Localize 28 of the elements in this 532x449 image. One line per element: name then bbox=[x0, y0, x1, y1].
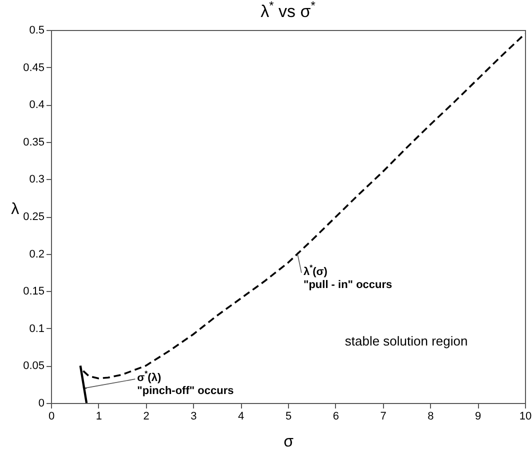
x-tick-label: 3 bbox=[190, 410, 197, 422]
y-tick-label: 0.1 bbox=[29, 322, 44, 335]
chart-title: λ$^{*}$ vs σ$^{*}$ bbox=[260, 0, 316, 21]
x-tick-label: 10 bbox=[519, 410, 532, 422]
y-axis-title: λ bbox=[11, 201, 20, 218]
x-tick-label: 4 bbox=[238, 410, 244, 422]
y-tick-label: 0.15 bbox=[23, 286, 44, 298]
x-tick-label: 5 bbox=[285, 410, 292, 422]
y-tick-label: 0.25 bbox=[23, 211, 44, 223]
y-tick-label: 0.35 bbox=[23, 136, 44, 148]
y-tick-label: 0.05 bbox=[23, 360, 44, 372]
annotation: σ$^{*}$(λ) "pinch-off" occurs bbox=[137, 369, 234, 398]
y-tick-label: 0.2 bbox=[29, 248, 44, 260]
x-tick-label: 8 bbox=[428, 410, 434, 422]
y-tick-label: 0.4 bbox=[29, 99, 44, 112]
x-axis-title: σ bbox=[284, 434, 294, 449]
y-tick-label: 0.3 bbox=[29, 174, 44, 186]
x-tick-label: 2 bbox=[143, 410, 150, 422]
y-tick-label: 0 bbox=[38, 398, 44, 410]
x-tick-label: 0 bbox=[48, 410, 55, 422]
x-tick-label: 9 bbox=[475, 410, 482, 422]
x-tick-label: 1 bbox=[96, 410, 102, 422]
x-tick-label: 6 bbox=[332, 410, 339, 422]
y-tick-label: 0.45 bbox=[23, 62, 44, 74]
annotation: stable solution region bbox=[344, 333, 468, 348]
x-tick-label: 7 bbox=[380, 410, 386, 422]
y-tick-label: 0.5 bbox=[29, 24, 44, 36]
annotation: λ$^{*}$(σ) "pull - in" occurs bbox=[303, 262, 392, 291]
